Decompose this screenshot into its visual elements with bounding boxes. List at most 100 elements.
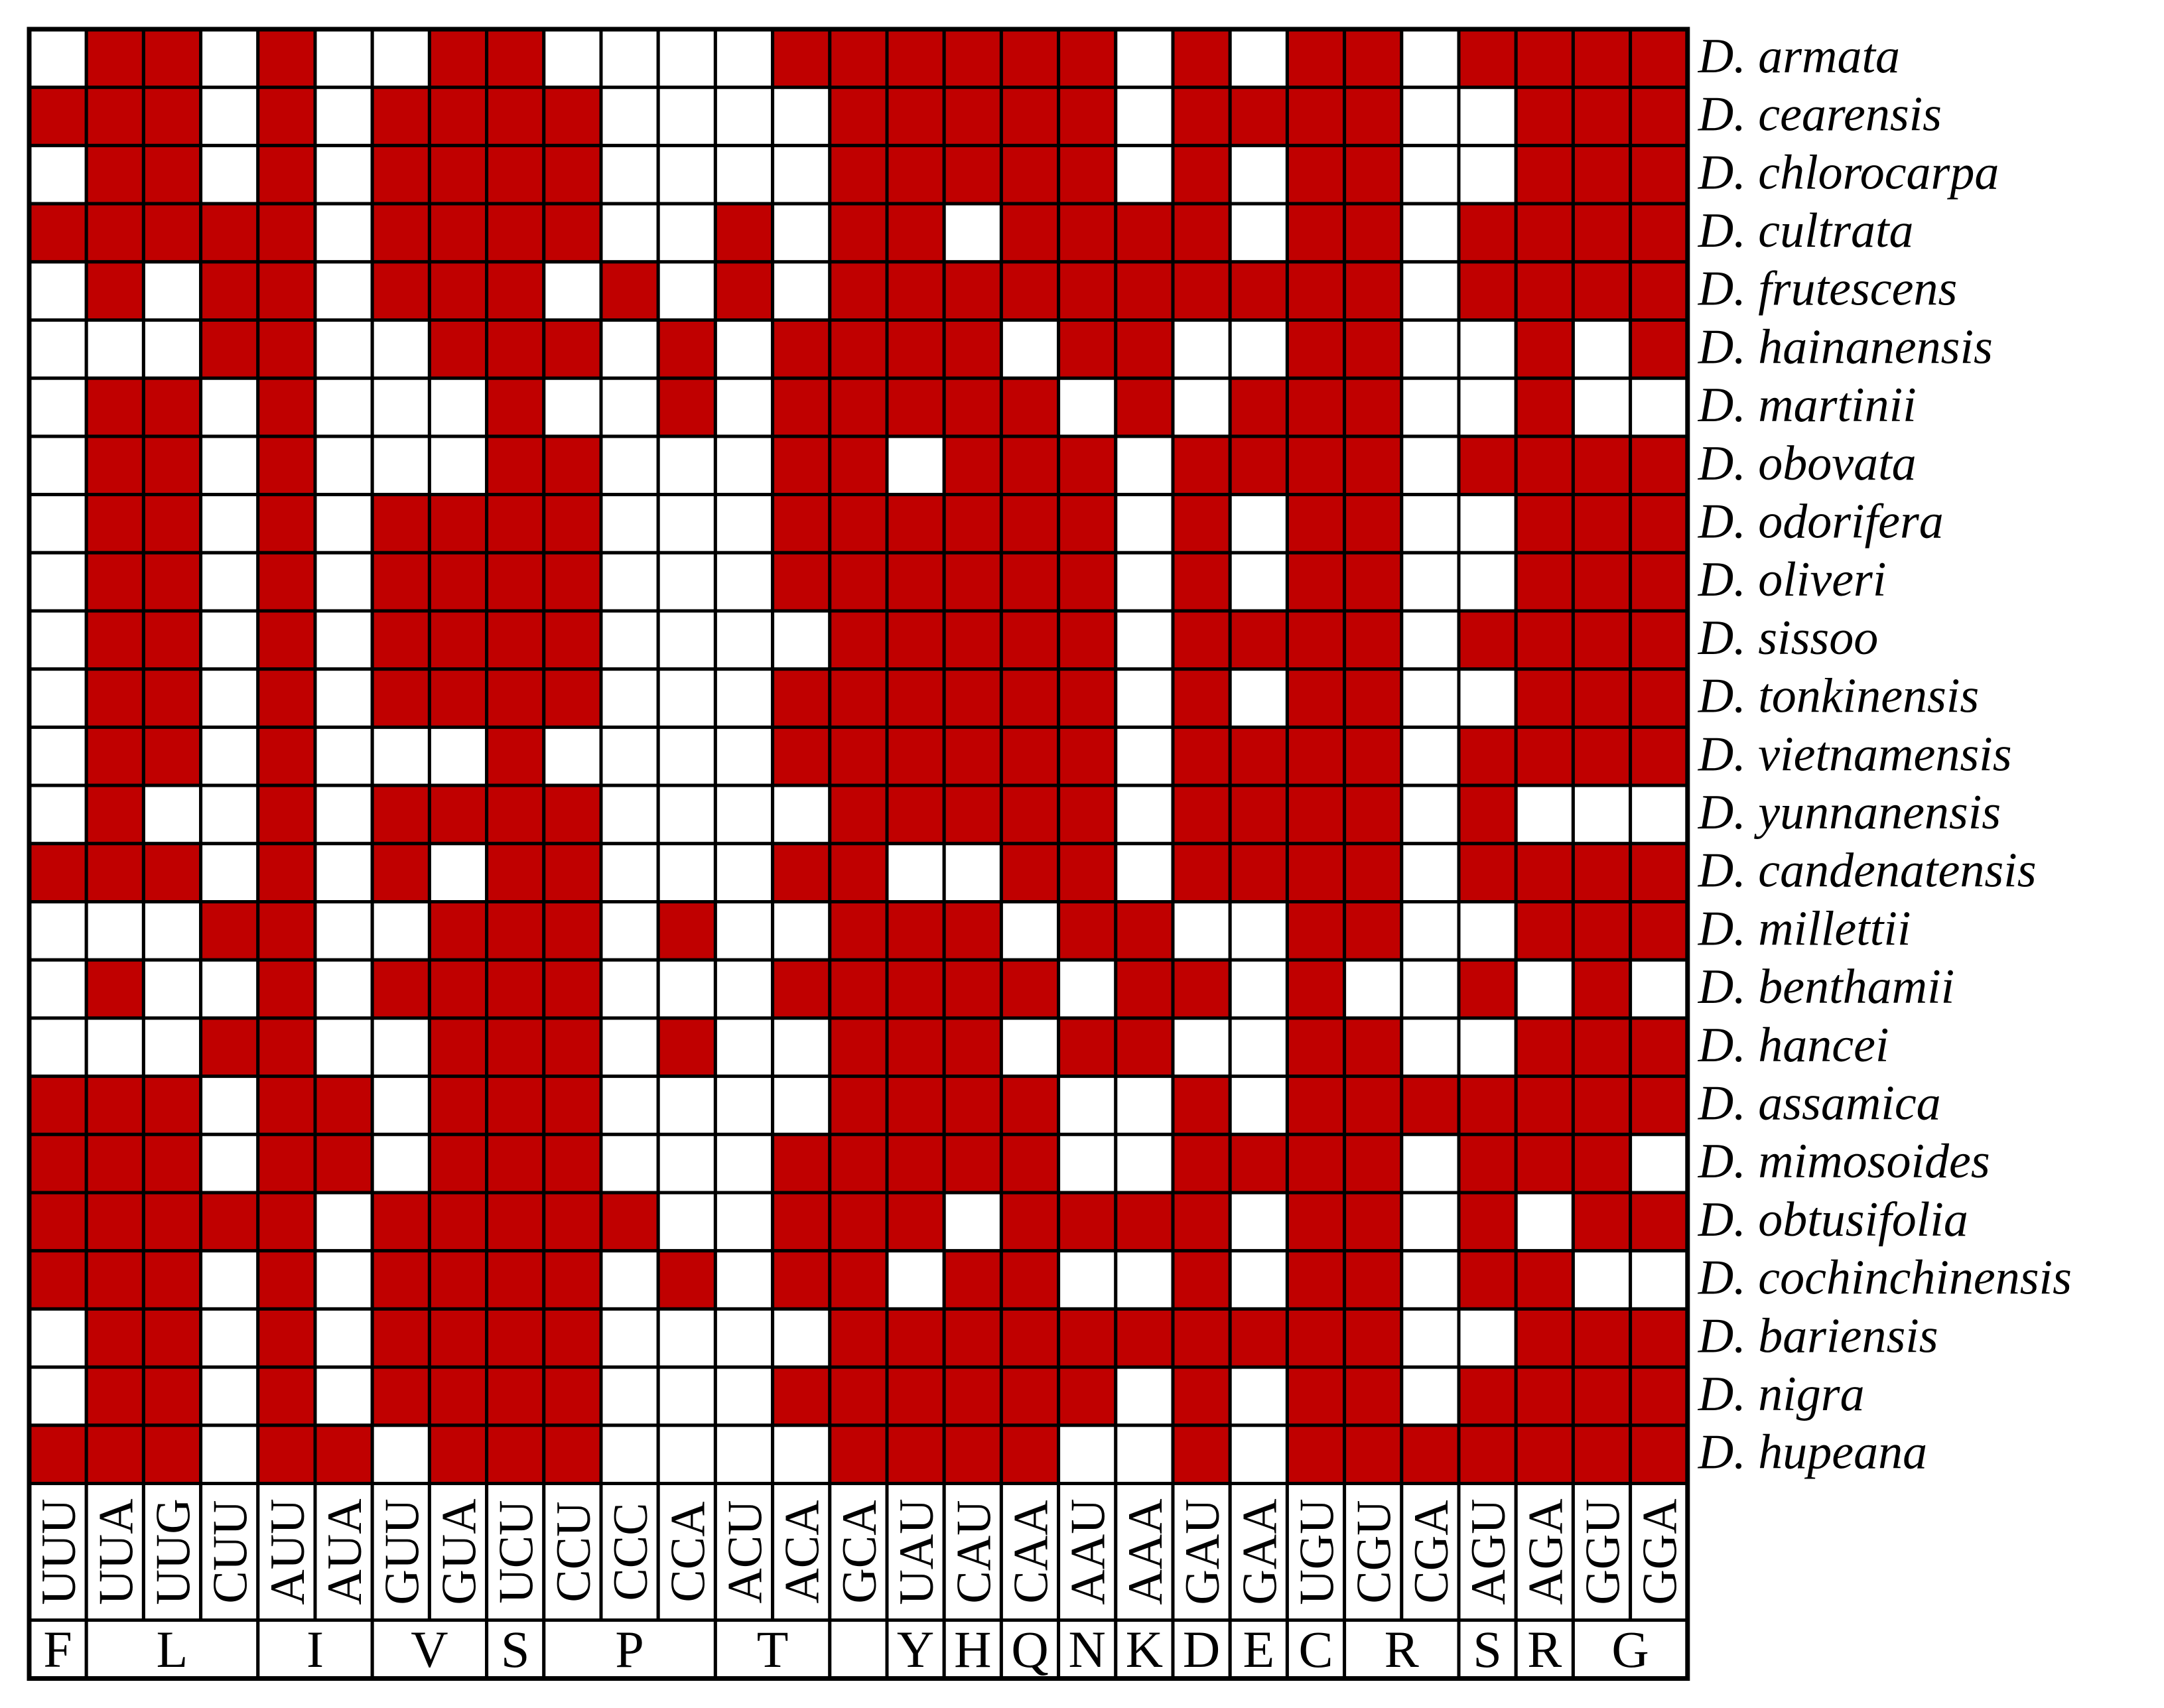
heatmap-cell bbox=[656, 1307, 717, 1369]
heatmap-cell bbox=[713, 260, 775, 322]
codon-label: AGA bbox=[1519, 1498, 1573, 1605]
heatmap-cell bbox=[1514, 667, 1575, 729]
heatmap-cell bbox=[141, 376, 203, 438]
heatmap-cell bbox=[713, 1016, 775, 1079]
heatmap-cell bbox=[771, 1132, 832, 1195]
heatmap-cell bbox=[1171, 1365, 1232, 1427]
heatmap-cell bbox=[1171, 667, 1232, 729]
heatmap-cell bbox=[1400, 376, 1461, 438]
heatmap-cell bbox=[599, 318, 660, 380]
heatmap-cell bbox=[27, 900, 88, 962]
heatmap-cell bbox=[427, 842, 489, 904]
heatmap-cell bbox=[27, 260, 88, 322]
heatmap-cell bbox=[84, 1307, 145, 1369]
amino-acid-label: S bbox=[1473, 1620, 1501, 1678]
heatmap-cell bbox=[485, 1075, 546, 1136]
heatmap-cell bbox=[199, 27, 260, 90]
heatmap-cell bbox=[1228, 143, 1289, 206]
heatmap-cell bbox=[942, 1307, 1003, 1369]
heatmap-cell bbox=[599, 1132, 660, 1195]
heatmap-cell bbox=[828, 27, 889, 90]
heatmap-cell bbox=[1343, 27, 1404, 90]
heatmap-cell bbox=[885, 725, 946, 787]
codon-label-cell bbox=[427, 1482, 489, 1622]
heatmap-cell bbox=[599, 376, 660, 438]
heatmap-cell bbox=[542, 900, 603, 962]
heatmap-cell bbox=[1114, 725, 1175, 787]
heatmap-cell bbox=[542, 202, 603, 264]
heatmap-cell bbox=[1514, 958, 1575, 1020]
heatmap-cell bbox=[771, 260, 832, 322]
heatmap-cell bbox=[485, 900, 546, 962]
heatmap-cell bbox=[27, 1423, 88, 1486]
heatmap-cell bbox=[256, 667, 317, 729]
heatmap-cell bbox=[1514, 1423, 1575, 1486]
heatmap-cell bbox=[656, 1132, 717, 1195]
heatmap-cell bbox=[656, 551, 717, 613]
heatmap-cell bbox=[313, 318, 374, 380]
heatmap-cell bbox=[1400, 1249, 1461, 1311]
codon-label: GAA bbox=[1233, 1498, 1287, 1605]
heatmap-cell bbox=[942, 202, 1003, 264]
heatmap-cell bbox=[1629, 958, 1690, 1020]
heatmap-cell bbox=[141, 900, 203, 962]
heatmap-cell bbox=[1514, 1249, 1575, 1311]
heatmap-cell bbox=[1114, 609, 1175, 671]
heatmap-cell bbox=[313, 376, 374, 438]
species-label: D. oliveri bbox=[1698, 553, 1887, 607]
codon-label: UAU bbox=[890, 1498, 944, 1605]
heatmap-cell bbox=[370, 318, 431, 380]
heatmap-cell bbox=[84, 609, 145, 671]
heatmap-cell bbox=[141, 493, 203, 555]
heatmap-cell bbox=[999, 27, 1061, 90]
heatmap-cell bbox=[1228, 1132, 1289, 1195]
heatmap-cell bbox=[1457, 783, 1518, 846]
heatmap-cell bbox=[256, 1249, 317, 1311]
heatmap-cell bbox=[1457, 318, 1518, 380]
heatmap-cell bbox=[1114, 1075, 1175, 1136]
heatmap-cell bbox=[1343, 609, 1404, 671]
heatmap-cell bbox=[599, 958, 660, 1020]
codon-label: CCC bbox=[604, 1502, 658, 1601]
heatmap-cell bbox=[885, 667, 946, 729]
heatmap-cell bbox=[27, 493, 88, 555]
heatmap-cell bbox=[27, 1132, 88, 1195]
heatmap-cell bbox=[828, 842, 889, 904]
heatmap-cell bbox=[427, 86, 489, 147]
heatmap-cell bbox=[313, 1423, 374, 1486]
codon-label-cell bbox=[1285, 1482, 1347, 1622]
heatmap-cell bbox=[313, 842, 374, 904]
heatmap-cell bbox=[141, 1307, 203, 1369]
heatmap-cell bbox=[656, 318, 717, 380]
heatmap-cell bbox=[999, 1075, 1061, 1136]
heatmap-cell bbox=[713, 551, 775, 613]
heatmap-cell bbox=[771, 551, 832, 613]
heatmap-cell bbox=[141, 1365, 203, 1427]
heatmap-cell bbox=[942, 551, 1003, 613]
heatmap-cell bbox=[199, 1307, 260, 1369]
heatmap-cell bbox=[141, 842, 203, 904]
heatmap-cell bbox=[485, 1365, 546, 1427]
heatmap-cell bbox=[542, 434, 603, 497]
heatmap-cell bbox=[313, 202, 374, 264]
heatmap-cell bbox=[828, 900, 889, 962]
heatmap-cell bbox=[1514, 783, 1575, 846]
heatmap-cell bbox=[1457, 609, 1518, 671]
heatmap-cell bbox=[256, 783, 317, 846]
heatmap-cell bbox=[1285, 842, 1347, 904]
heatmap-cell bbox=[485, 1307, 546, 1369]
heatmap-cell bbox=[1285, 783, 1347, 846]
heatmap-cell bbox=[1057, 27, 1118, 90]
heatmap-cell bbox=[885, 842, 946, 904]
heatmap-cell bbox=[256, 1191, 317, 1253]
heatmap-cell bbox=[27, 609, 88, 671]
heatmap-cell bbox=[427, 1191, 489, 1253]
heatmap-cell bbox=[1629, 1249, 1690, 1311]
heatmap-cell bbox=[1343, 1365, 1404, 1427]
heatmap-cell bbox=[828, 1423, 889, 1486]
heatmap-cell bbox=[1571, 1191, 1633, 1253]
amino-acid-label: P bbox=[615, 1620, 643, 1678]
codon-label: CAU bbox=[947, 1500, 1001, 1603]
heatmap-cell bbox=[542, 1423, 603, 1486]
